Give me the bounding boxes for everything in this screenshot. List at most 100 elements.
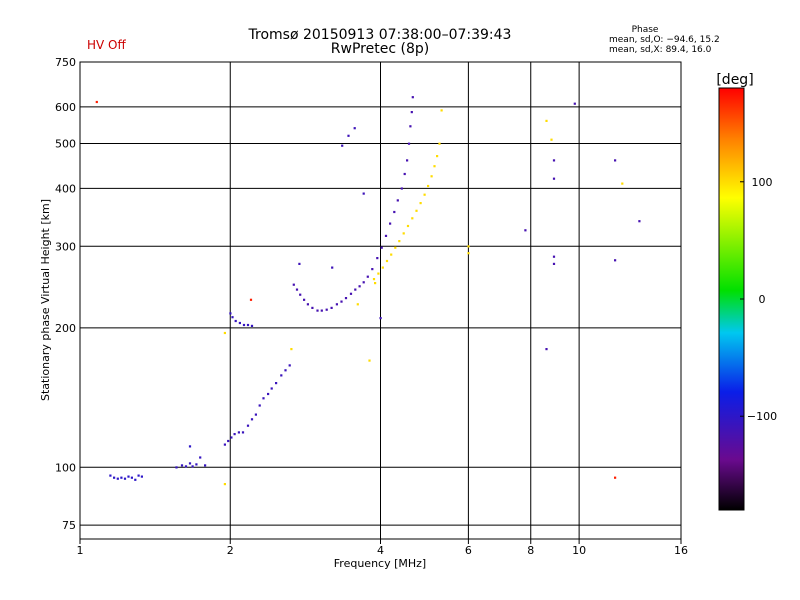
data-point bbox=[325, 308, 328, 311]
data-point bbox=[306, 303, 309, 306]
data-point bbox=[552, 177, 556, 180]
data-point bbox=[344, 297, 348, 300]
data-point bbox=[552, 159, 556, 162]
data-point bbox=[233, 433, 236, 436]
data-point bbox=[406, 224, 410, 228]
y-tick-label: 400 bbox=[55, 182, 76, 195]
data-point bbox=[410, 111, 413, 114]
data-point bbox=[409, 125, 412, 128]
data-point bbox=[223, 331, 226, 335]
phase-title: Phase bbox=[632, 25, 659, 35]
data-point bbox=[552, 262, 556, 265]
colorbar-ticks: 100 0 −100 bbox=[740, 176, 777, 423]
data-point bbox=[140, 475, 143, 478]
data-point bbox=[354, 288, 357, 291]
data-point bbox=[311, 306, 314, 309]
data-point bbox=[353, 127, 356, 130]
data-point bbox=[223, 443, 226, 446]
data-point bbox=[411, 217, 414, 220]
data-point bbox=[330, 306, 333, 309]
data-point bbox=[440, 109, 443, 112]
data-point bbox=[230, 436, 233, 439]
data-point bbox=[423, 193, 426, 196]
data-point bbox=[638, 220, 641, 223]
data-point bbox=[295, 288, 299, 291]
data-point bbox=[400, 187, 403, 190]
data-point bbox=[238, 321, 241, 325]
data-point bbox=[188, 445, 192, 448]
data-point bbox=[379, 317, 382, 320]
data-point bbox=[573, 102, 576, 105]
data-point bbox=[545, 348, 548, 351]
data-point bbox=[406, 159, 409, 162]
data-point bbox=[524, 229, 527, 232]
data-point bbox=[407, 142, 411, 145]
y-tick-label: 300 bbox=[55, 240, 76, 253]
data-point bbox=[402, 232, 405, 235]
data-point bbox=[430, 175, 433, 178]
chart-title: Tromsø 20150913 07:38:00–07:39:43 bbox=[248, 27, 512, 43]
y-tick-label: 600 bbox=[55, 101, 76, 114]
x-tick-label: 4 bbox=[377, 544, 384, 557]
data-point bbox=[316, 309, 319, 312]
data-point bbox=[467, 252, 470, 255]
data-point bbox=[116, 477, 119, 480]
y-tick-label: 75 bbox=[62, 519, 76, 532]
data-point bbox=[384, 234, 388, 237]
data-points bbox=[95, 96, 641, 486]
data-point bbox=[614, 259, 617, 262]
data-point bbox=[381, 266, 384, 269]
hv-status: HV Off bbox=[87, 38, 126, 52]
colorbar-tick-label: 0 bbox=[759, 293, 766, 306]
data-point bbox=[246, 323, 250, 327]
data-point bbox=[356, 303, 359, 306]
chart-subtitle: RwPretec (8p) bbox=[331, 41, 429, 57]
data-point bbox=[191, 465, 194, 468]
data-point bbox=[134, 478, 137, 481]
data-point bbox=[242, 323, 246, 327]
data-point bbox=[188, 462, 192, 465]
data-point bbox=[137, 474, 140, 477]
x-tick-label: 2 bbox=[227, 544, 234, 557]
data-point bbox=[385, 259, 389, 263]
x-tick-label: 16 bbox=[674, 544, 688, 557]
data-point bbox=[396, 199, 399, 202]
data-point bbox=[614, 159, 617, 162]
data-point bbox=[292, 283, 295, 286]
data-point bbox=[267, 392, 270, 396]
phase-o-stats: mean, sd,O: −94.6, 15.2 bbox=[609, 35, 720, 45]
data-point bbox=[223, 483, 226, 486]
data-point bbox=[229, 312, 232, 315]
data-point bbox=[393, 210, 396, 214]
data-point bbox=[433, 165, 436, 168]
data-point bbox=[250, 418, 254, 421]
data-point bbox=[419, 202, 422, 205]
data-point bbox=[241, 431, 245, 434]
data-point bbox=[467, 245, 470, 248]
data-point bbox=[377, 272, 380, 275]
data-point bbox=[123, 477, 127, 480]
data-point bbox=[270, 387, 273, 390]
data-point bbox=[204, 464, 207, 467]
data-point bbox=[288, 364, 291, 367]
y-tick-label: 200 bbox=[55, 322, 76, 335]
data-point bbox=[227, 439, 230, 443]
data-point bbox=[237, 431, 240, 434]
data-point bbox=[199, 456, 202, 459]
data-point bbox=[358, 285, 361, 288]
data-point bbox=[438, 142, 441, 145]
data-point bbox=[436, 155, 439, 158]
data-point bbox=[394, 246, 397, 249]
data-point bbox=[368, 359, 371, 362]
data-point bbox=[621, 182, 624, 185]
data-point bbox=[331, 266, 334, 269]
data-point bbox=[258, 404, 261, 407]
data-point bbox=[545, 119, 548, 122]
y-tick-label: 750 bbox=[55, 56, 76, 69]
data-point bbox=[250, 324, 254, 327]
data-point bbox=[550, 138, 553, 141]
data-point bbox=[552, 255, 556, 258]
data-point bbox=[614, 476, 617, 479]
data-point bbox=[380, 246, 383, 249]
